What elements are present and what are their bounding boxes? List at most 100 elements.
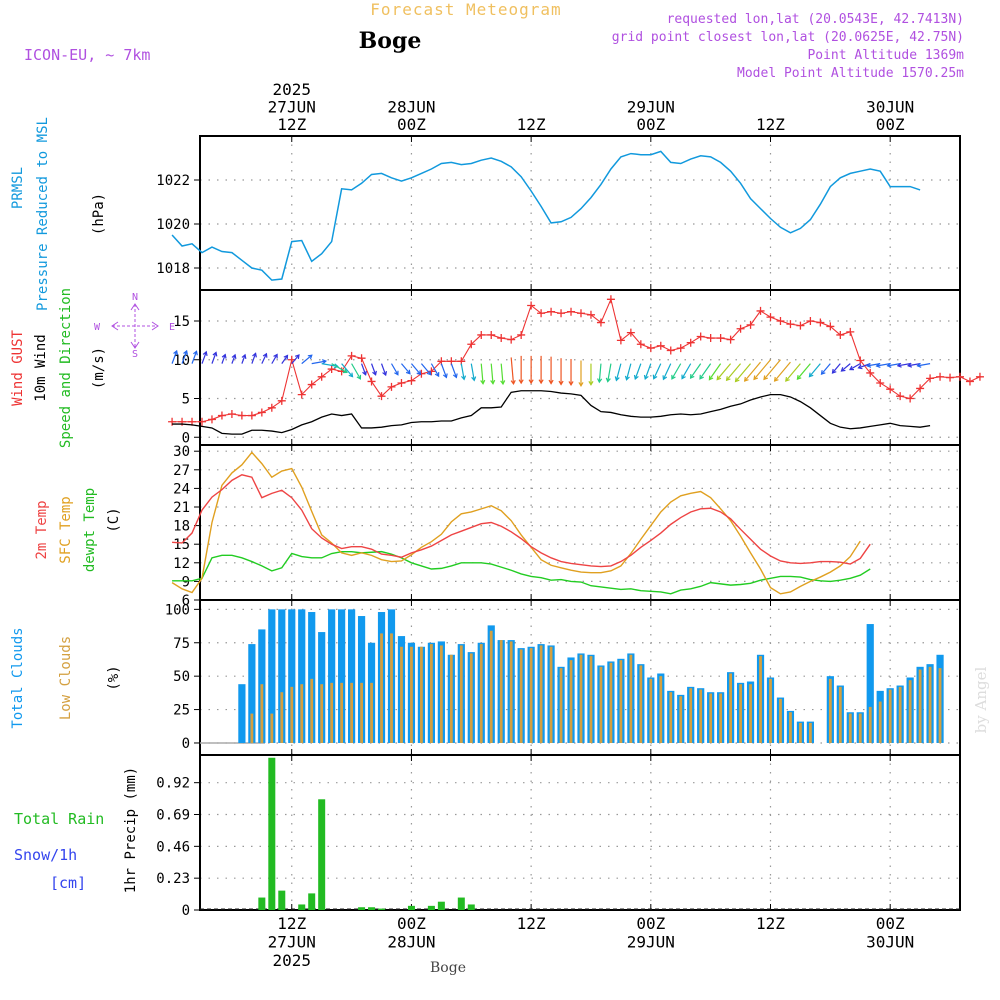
- wind-arrow-head: [490, 379, 496, 385]
- wind-arrow-head: [662, 375, 668, 381]
- rain-bar: [378, 908, 386, 910]
- gust-point: [586, 310, 595, 319]
- top-time-label: 12Z: [517, 115, 546, 134]
- low-cloud-bar: [300, 684, 304, 743]
- temperature-panel: 6 9 12 15 18 21 24 27 30: [171, 444, 961, 609]
- wind-arrow-head: [283, 354, 289, 360]
- wind-arrow-shaft: [241, 354, 246, 364]
- wind-arrow-head: [558, 380, 564, 386]
- gust-point: [936, 372, 945, 381]
- low-cloud-bar: [918, 669, 922, 743]
- wind-arrow-head: [193, 350, 198, 356]
- low-cloud-bar: [749, 684, 752, 743]
- wind-arrow-head: [262, 352, 268, 358]
- compass-north: N: [132, 292, 138, 303]
- pressure-label-line1: PRMSL: [10, 167, 26, 209]
- low-cloud-bar: [290, 686, 294, 743]
- gust-point: [656, 341, 665, 350]
- low-cloud-bar: [360, 682, 363, 743]
- wind-arrow-head: [480, 379, 486, 385]
- wind-arrow-shaft: [908, 363, 921, 367]
- clouds-label-total: Total Clouds: [10, 627, 26, 728]
- low-cloud-bar: [260, 684, 264, 743]
- low-cloud-bar: [400, 646, 403, 743]
- rain-bar: [407, 905, 415, 910]
- low-cloud-bar: [609, 662, 613, 743]
- wind-arrow-head: [624, 375, 630, 381]
- wind-arrow-head: [875, 362, 881, 369]
- wind-arrow-head: [273, 353, 278, 359]
- gust-point: [227, 410, 236, 418]
- low-cloud-bar: [699, 689, 703, 743]
- low-cloud-bar: [639, 665, 643, 743]
- gust-point: [377, 392, 386, 401]
- low-cloud-bar: [828, 678, 832, 743]
- gust-point: [297, 390, 306, 399]
- dewpt-line: [172, 550, 871, 595]
- gust-point: [497, 334, 506, 343]
- precip-legend-unit: [cm]: [50, 874, 86, 892]
- wind-arrow-head: [518, 379, 524, 385]
- wind-arrow-head: [307, 354, 313, 360]
- low-cloud-bar: [469, 653, 473, 743]
- gust-point: [716, 334, 725, 343]
- low-cloud-bar: [539, 645, 543, 743]
- wind-arrow-head: [753, 375, 759, 381]
- top-time-label: 12Z: [756, 115, 785, 134]
- low-cloud-bar: [559, 668, 563, 743]
- rain-bar: [467, 904, 475, 910]
- gust-point: [537, 309, 546, 318]
- low-cloud-bar: [390, 633, 393, 743]
- compass-west: W: [94, 322, 101, 333]
- location-title: Boge: [359, 28, 422, 54]
- low-cloud-bar: [429, 644, 433, 743]
- low-cloud-bar: [938, 668, 942, 743]
- low-cloud-bar: [739, 684, 742, 743]
- wind-10m-line: [172, 390, 931, 435]
- low-cloud-bar: [410, 646, 413, 743]
- precip-legend-rain: Total Rain: [14, 810, 104, 828]
- wind-arrow-head: [796, 375, 802, 380]
- rain-bar: [437, 901, 445, 910]
- low-cloud-bar: [619, 660, 623, 743]
- low-cloud-bar: [868, 706, 872, 743]
- grid-point-coords: grid point closest lon,lat (20.0625E, 42…: [612, 30, 964, 45]
- gust-point: [626, 328, 635, 337]
- wind-arrow-head: [699, 374, 704, 380]
- low-cloud-bar: [380, 633, 383, 743]
- low-cloud-bar: [629, 654, 633, 743]
- wind-arrow-head: [252, 352, 257, 358]
- wind-arrow-head: [597, 378, 603, 384]
- pressure-ytick-label: 1020: [156, 217, 190, 233]
- bottom-time-label: 12Z: [277, 914, 306, 933]
- wind-arrow-head: [183, 349, 188, 356]
- watermark: by Angel: [972, 666, 990, 733]
- wind-arrow-head: [831, 368, 837, 374]
- wind-label-gust: Wind GUST: [10, 330, 26, 406]
- wind-arrow-shaft: [644, 363, 652, 380]
- gust-point: [217, 411, 226, 420]
- wind-arrow-shaft: [390, 363, 399, 376]
- wind-arrow-shaft: [821, 363, 831, 375]
- gust-point: [277, 396, 286, 405]
- gust-point: [527, 301, 536, 310]
- low-cloud-bar: [589, 656, 593, 743]
- clouds-ytick-label: 100: [165, 602, 190, 618]
- gust-point: [387, 382, 396, 391]
- gust-point: [616, 336, 625, 345]
- wind-arrow-shaft: [785, 363, 801, 382]
- sfc-temp-line: [171, 451, 861, 595]
- wind-arrow-shaft: [460, 363, 465, 380]
- gust-point: [926, 374, 935, 383]
- bottom-time-label: 2025: [272, 951, 311, 970]
- clouds-ytick-label: 0: [182, 736, 190, 752]
- wind-arrow-head: [538, 379, 544, 385]
- gust-point: [327, 365, 336, 374]
- wind-arrow-head: [452, 373, 458, 379]
- clouds-panel: 0 25 50 75 100: [165, 599, 961, 756]
- wind-arrow-head: [916, 362, 922, 368]
- gust-point: [487, 330, 496, 339]
- wind-arrow-head: [866, 362, 872, 368]
